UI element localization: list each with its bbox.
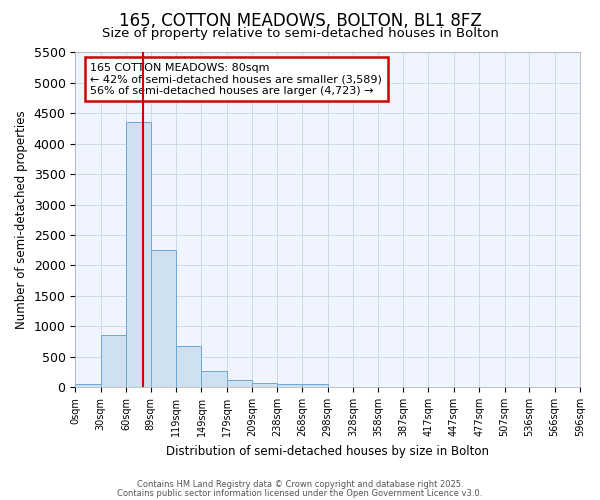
Y-axis label: Number of semi-detached properties: Number of semi-detached properties	[15, 110, 28, 329]
Bar	[202, 372, 227, 387]
Bar	[252, 383, 277, 387]
Text: Contains public sector information licensed under the Open Government Licence v3: Contains public sector information licen…	[118, 488, 482, 498]
Text: Size of property relative to semi-detached houses in Bolton: Size of property relative to semi-detach…	[101, 28, 499, 40]
X-axis label: Distribution of semi-detached houses by size in Bolton: Distribution of semi-detached houses by …	[166, 444, 489, 458]
Bar	[101, 336, 126, 387]
Bar	[227, 380, 252, 387]
Text: Contains HM Land Registry data © Crown copyright and database right 2025.: Contains HM Land Registry data © Crown c…	[137, 480, 463, 489]
Bar	[151, 250, 176, 387]
Bar	[302, 384, 328, 387]
Text: 165 COTTON MEADOWS: 80sqm
← 42% of semi-detached houses are smaller (3,589)
56% : 165 COTTON MEADOWS: 80sqm ← 42% of semi-…	[91, 62, 382, 96]
Bar	[126, 122, 151, 387]
Bar	[277, 384, 302, 387]
Bar	[176, 346, 202, 387]
Bar	[75, 384, 101, 387]
Text: 165, COTTON MEADOWS, BOLTON, BL1 8FZ: 165, COTTON MEADOWS, BOLTON, BL1 8FZ	[119, 12, 481, 30]
